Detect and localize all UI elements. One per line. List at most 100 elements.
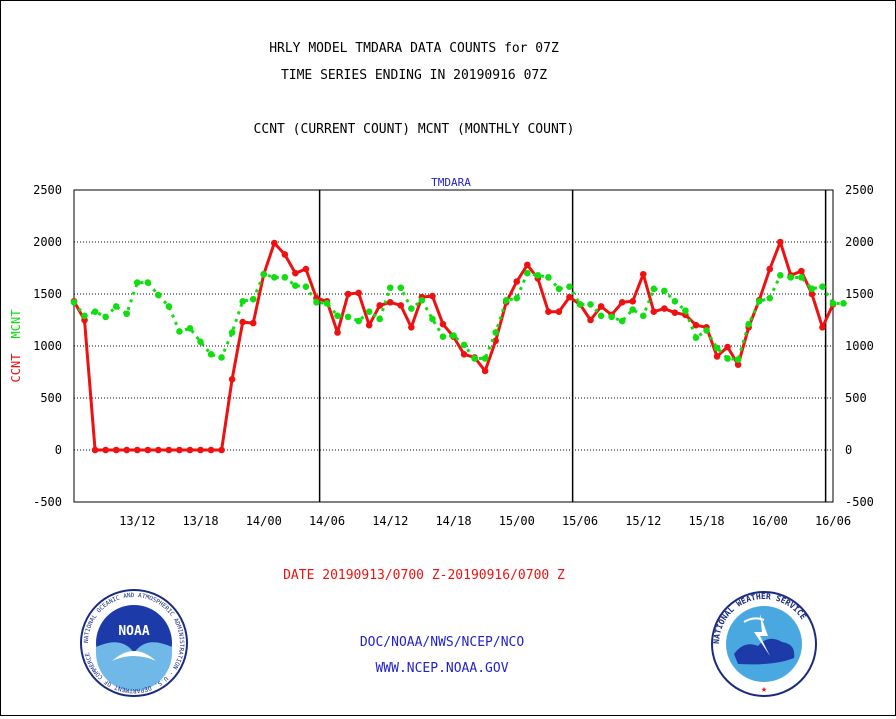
data-point-ccnt <box>639 270 647 278</box>
org-line: DOC/NOAA/NWS/NCEP/NCO <box>360 635 525 650</box>
data-point-ccnt <box>798 267 805 275</box>
data-point-mcnt <box>650 285 658 293</box>
data-point-mcnt <box>819 283 826 291</box>
tick-labels: -500 -500 0 0 500 500 1000 1000 1500 1500 2000 2000… <box>33 183 874 528</box>
data-point-ccnt <box>523 261 531 269</box>
data-point-mcnt <box>460 341 468 349</box>
data-point-mcnt <box>133 279 141 286</box>
series-layer <box>70 238 847 454</box>
data-point-mcnt <box>186 325 194 332</box>
data-point-mcnt <box>323 300 331 307</box>
data-point-ccnt <box>545 308 552 315</box>
data-point-mcnt <box>513 294 521 302</box>
data-point-mcnt <box>608 313 615 321</box>
y-tick-label-left: 500 <box>40 391 62 405</box>
data-point-mcnt <box>724 355 731 362</box>
data-point-mcnt <box>481 355 489 362</box>
data-point-mcnt <box>566 283 573 291</box>
y-tick-label-left: 1000 <box>33 339 62 353</box>
x-tick-label: 14/06 <box>309 514 345 528</box>
x-tick-label: 15/12 <box>625 514 661 528</box>
data-point-ccnt <box>671 309 679 317</box>
data-point-ccnt <box>302 265 310 273</box>
data-point-mcnt <box>313 299 320 306</box>
y-tick-label-right: 2000 <box>845 235 874 249</box>
data-point-mcnt <box>534 271 542 279</box>
data-point-ccnt <box>334 329 341 336</box>
y-tick-label-right: 1000 <box>845 339 874 353</box>
data-point-mcnt <box>829 300 837 307</box>
x-tick-label: 14/18 <box>435 514 471 528</box>
data-point-ccnt <box>429 292 436 300</box>
y-tick-label-right: 0 <box>845 443 852 457</box>
data-point-ccnt <box>597 303 605 310</box>
data-point-mcnt <box>745 320 752 328</box>
data-point-ccnt <box>133 446 141 454</box>
noaa-logo: NOAA NATIONAL OCEANIC AND ATMOSPHERIC AD… <box>80 589 188 697</box>
data-point-ccnt <box>218 446 225 454</box>
data-point-mcnt <box>502 296 510 304</box>
data-point-mcnt <box>439 333 447 340</box>
data-point-mcnt <box>155 291 162 299</box>
data-point-ccnt <box>555 308 563 315</box>
data-point-mcnt <box>755 297 763 305</box>
data-point-ccnt <box>397 302 405 309</box>
data-point-ccnt <box>386 299 394 306</box>
data-point-mcnt <box>386 284 394 292</box>
data-point-ccnt <box>123 446 131 454</box>
x-tick-label: 13/12 <box>119 514 155 528</box>
data-point-ccnt <box>292 269 299 277</box>
y-axis-label-ccnt: CCNT <box>9 354 23 383</box>
data-point-mcnt <box>576 301 584 308</box>
data-point-ccnt <box>281 251 289 258</box>
chart-title-line2: TIME SERIES ENDING IN 20190916 07Z <box>281 68 547 83</box>
data-point-mcnt <box>597 312 605 320</box>
data-point-ccnt <box>365 321 373 329</box>
data-point-mcnt <box>523 269 531 277</box>
data-point-ccnt <box>155 446 162 454</box>
data-point-mcnt <box>703 327 710 334</box>
data-point-mcnt <box>218 354 225 361</box>
x-tick-label: 15/18 <box>688 514 724 528</box>
chart-title-line1: HRLY MODEL TMDARA DATA COUNTS for 07Z <box>269 41 559 56</box>
data-point-ccnt <box>566 293 573 301</box>
data-point-mcnt <box>692 334 700 341</box>
data-point-mcnt <box>671 297 679 305</box>
data-point-mcnt <box>144 279 152 286</box>
data-point-ccnt <box>724 343 731 351</box>
data-point-mcnt <box>207 351 215 358</box>
data-point-mcnt <box>798 274 805 281</box>
data-point-mcnt <box>281 274 289 281</box>
data-point-mcnt <box>555 285 563 293</box>
chart-subtitle: CCNT (CURRENT COUNT) MCNT (MONTHLY COUNT… <box>254 122 575 137</box>
data-point-mcnt <box>197 338 204 346</box>
data-point-mcnt <box>734 356 742 363</box>
x-tick-label: 13/18 <box>182 514 218 528</box>
data-point-mcnt <box>270 274 278 281</box>
data-point-mcnt <box>808 285 816 293</box>
data-point-ccnt <box>713 353 721 360</box>
data-point-mcnt <box>450 332 457 339</box>
data-point-ccnt <box>176 446 183 454</box>
data-point-mcnt <box>81 312 88 320</box>
data-point-mcnt <box>587 301 594 308</box>
data-point-mcnt <box>176 328 183 335</box>
data-point-ccnt <box>112 446 120 454</box>
data-point-mcnt <box>408 305 415 312</box>
y-tick-label-right: 2500 <box>845 183 874 197</box>
data-point-mcnt <box>239 297 246 305</box>
data-point-mcnt <box>344 313 352 321</box>
data-point-mcnt <box>228 329 236 336</box>
url-line[interactable]: WWW.NCEP.NOAA.GOV <box>375 661 508 676</box>
data-point-mcnt <box>260 270 268 278</box>
data-point-mcnt <box>787 274 795 281</box>
data-point-mcnt <box>376 315 384 323</box>
data-point-ccnt <box>249 319 257 327</box>
data-point-ccnt <box>228 375 236 383</box>
data-point-mcnt <box>112 303 120 310</box>
data-point-mcnt <box>639 312 647 320</box>
axis-layer <box>73 189 834 503</box>
data-point-mcnt <box>840 300 847 307</box>
